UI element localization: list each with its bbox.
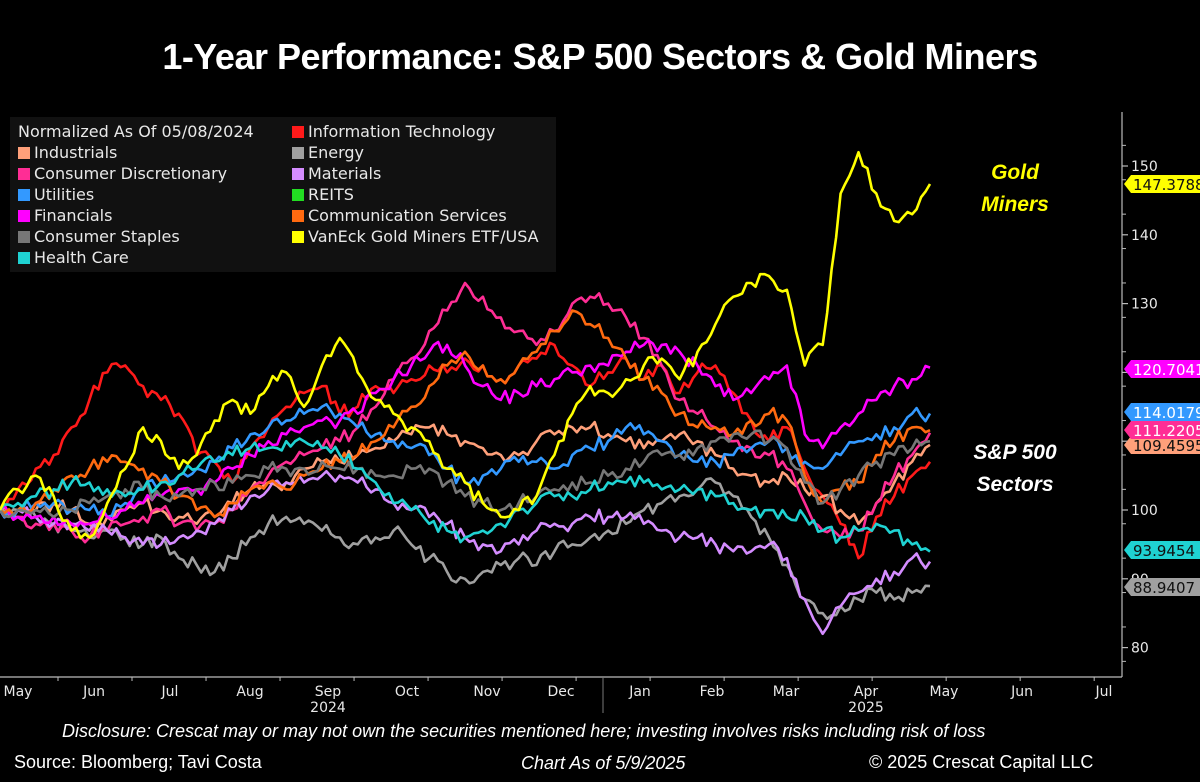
legend-swatch bbox=[18, 251, 30, 264]
x-tick-label: Mar bbox=[773, 684, 800, 700]
legend-item-consumer-staples: Consumer Staples bbox=[18, 227, 180, 246]
chart-as-of-text: Chart As of 5/9/2025 bbox=[521, 753, 686, 773]
x-tick-label: Oct bbox=[395, 684, 420, 700]
legend-label: Consumer Staples bbox=[34, 227, 180, 246]
chart-title: 1-Year Performance: S&P 500 Sectors & Go… bbox=[162, 36, 1038, 77]
y-tick-label: 140 bbox=[1131, 228, 1158, 244]
x-tick-label: Jun bbox=[82, 684, 105, 700]
legend-item-industrials: Industrials bbox=[18, 143, 117, 162]
legend-label: Financials bbox=[34, 206, 113, 225]
x-tick-label: May bbox=[4, 684, 33, 700]
legend-label: VanEck Gold Miners ETF/USA bbox=[308, 227, 539, 246]
series-line-consumer-discretionary bbox=[0, 281, 932, 544]
last-value-tag: 147.3788 bbox=[1124, 175, 1200, 194]
legend-item-vaneck-gold-miners-etf-usa: VanEck Gold Miners ETF/USA bbox=[292, 227, 539, 246]
y-tick-label: 80 bbox=[1131, 641, 1149, 657]
legend-label: Information Technology bbox=[308, 122, 496, 141]
legend-swatch bbox=[292, 167, 304, 180]
last-value-label: 147.3788 bbox=[1133, 176, 1200, 194]
legend-swatch bbox=[292, 125, 304, 138]
annotation-sp500-line2: Sectors bbox=[976, 473, 1054, 496]
x-tick-label: Jun bbox=[1010, 684, 1033, 700]
series-line-health-care bbox=[0, 437, 931, 553]
last-value-label: 93.9454 bbox=[1133, 542, 1195, 560]
last-value-tag: 88.9407 bbox=[1124, 578, 1200, 597]
annotation-gold-miners-line1: Gold bbox=[991, 161, 1039, 184]
legend-label: Communication Services bbox=[308, 206, 507, 225]
x-tick-label: Nov bbox=[473, 684, 500, 700]
legend-swatch bbox=[18, 188, 30, 201]
series-line-vaneck-gold-miners-etf-usa bbox=[0, 150, 932, 540]
legend-swatch bbox=[18, 209, 30, 222]
series-line-energy bbox=[0, 477, 931, 621]
disclosure-text: Disclosure: Crescat may or may not own t… bbox=[62, 721, 986, 741]
x-tick-label: Aug bbox=[236, 684, 263, 700]
y-tick-label: 100 bbox=[1131, 503, 1158, 519]
legend-item-materials: Materials bbox=[292, 164, 381, 183]
legend-item-health-care: Health Care bbox=[18, 248, 129, 267]
y-tick-label: 130 bbox=[1131, 297, 1158, 313]
x-tick-label: Jul bbox=[161, 684, 179, 700]
x-tick-label: Feb bbox=[700, 684, 725, 700]
legend: Normalized As Of 05/08/2024 Industrials C… bbox=[10, 117, 556, 272]
legend-label: Consumer Discretionary bbox=[34, 164, 228, 183]
x-tick-label: Dec bbox=[547, 684, 574, 700]
legend-item-energy: Energy bbox=[292, 143, 364, 162]
legend-item-information-technology: Information Technology bbox=[292, 122, 495, 141]
x-tick-label: May bbox=[930, 684, 959, 700]
legend-swatch bbox=[292, 188, 304, 201]
x-tick-label: Jul bbox=[1095, 684, 1113, 700]
last-value-label: 111.2205 bbox=[1133, 422, 1200, 440]
legend-swatch bbox=[292, 209, 304, 222]
legend-item-utilities: Utilities bbox=[18, 185, 94, 204]
series-line-industrials bbox=[0, 420, 931, 531]
legend-swatch bbox=[18, 146, 30, 159]
copyright-text: © 2025 Crescat Capital LLC bbox=[869, 752, 1094, 772]
series-line-information-technology bbox=[0, 341, 932, 560]
last-value-tag: 109.4595 bbox=[1124, 436, 1200, 455]
last-value-label: 109.4595 bbox=[1133, 437, 1200, 455]
x-year-label: 2025 bbox=[848, 700, 884, 716]
legend-item-consumer-discretionary: Consumer Discretionary bbox=[18, 164, 227, 183]
legend-label: REITS bbox=[308, 185, 354, 204]
last-value-label: 114.0179 bbox=[1133, 404, 1200, 422]
series-line-communication-services bbox=[0, 309, 931, 519]
legend-label: Energy bbox=[308, 143, 365, 162]
legend-swatch bbox=[292, 230, 304, 243]
series-lines bbox=[0, 150, 932, 636]
annotation-sp500-line1: S&P 500 bbox=[973, 441, 1057, 464]
x-tick-label: Sep bbox=[315, 684, 342, 700]
legend-item-reits: REITS bbox=[292, 185, 354, 204]
legend-item-communication-services: Communication Services bbox=[292, 206, 507, 225]
annotation-gold-miners-line2: Miners bbox=[981, 193, 1049, 216]
legend-label: Industrials bbox=[34, 143, 118, 162]
last-value-tag: 111.2205 bbox=[1124, 421, 1200, 440]
legend-title: Normalized As Of 05/08/2024 bbox=[18, 122, 254, 141]
last-value-label: 120.7041 bbox=[1133, 361, 1200, 379]
last-value-tag: 120.7041 bbox=[1124, 360, 1200, 379]
y-tick-label: 150 bbox=[1131, 159, 1158, 175]
legend-swatch bbox=[18, 167, 30, 180]
legend-swatch bbox=[18, 230, 30, 243]
annotation-gold-miners: Gold Miners bbox=[960, 157, 1070, 221]
legend-swatch bbox=[292, 146, 304, 159]
last-value-tag: 114.0179 bbox=[1124, 403, 1200, 422]
x-tick-label: Apr bbox=[854, 684, 878, 700]
x-axis: May Jun Jul Aug Sep Oct Nov Dec Jan Feb Mar Apr May J… bbox=[0, 676, 1122, 716]
legend-label: Health Care bbox=[34, 248, 129, 267]
source-text: Source: Bloomberg; Tavi Costa bbox=[14, 752, 262, 772]
x-tick-label: Jan bbox=[628, 684, 651, 700]
annotation-sp500-sectors: S&P 500 Sectors bbox=[955, 437, 1075, 501]
last-value-tag: 93.9454 bbox=[1124, 541, 1200, 560]
series-line-consumer-staples bbox=[0, 429, 931, 519]
x-year-label: 2024 bbox=[310, 700, 346, 716]
legend-label: Materials bbox=[308, 164, 382, 183]
last-value-label: 88.9407 bbox=[1133, 579, 1195, 597]
legend-item-financials: Financials bbox=[18, 206, 112, 225]
legend-label: Utilities bbox=[34, 185, 95, 204]
